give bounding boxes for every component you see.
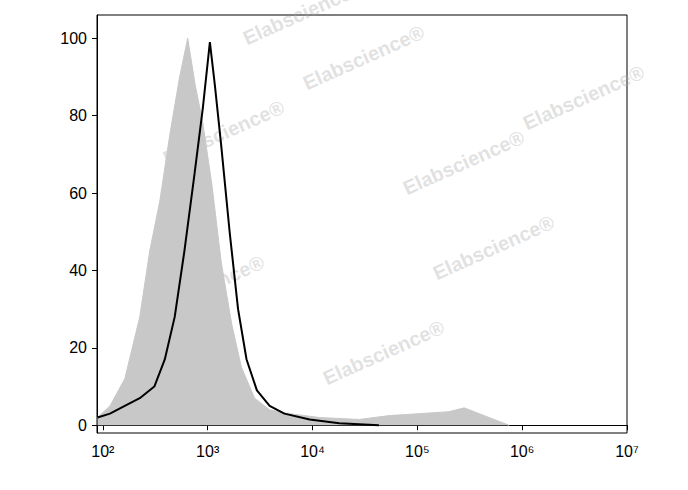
svg-text:Elabscience®: Elabscience® bbox=[520, 61, 648, 134]
svg-text:Elabscience®: Elabscience® bbox=[300, 21, 428, 94]
svg-text:Elabscience®: Elabscience® bbox=[159, 95, 288, 170]
svg-text:10⁵: 10⁵ bbox=[405, 443, 429, 460]
svg-text:20: 20 bbox=[69, 339, 87, 356]
svg-text:Elabscience®: Elabscience® bbox=[430, 211, 558, 284]
svg-text:10³: 10³ bbox=[196, 443, 220, 460]
svg-text:10⁴: 10⁴ bbox=[300, 443, 325, 460]
svg-text:10²: 10² bbox=[91, 443, 115, 460]
svg-text:0: 0 bbox=[78, 417, 87, 434]
svg-text:80: 80 bbox=[69, 107, 87, 124]
svg-text:Elabscience®: Elabscience® bbox=[240, 0, 368, 49]
svg-text:Elabscience®: Elabscience® bbox=[400, 126, 528, 199]
svg-text:40: 40 bbox=[69, 262, 87, 279]
svg-text:10⁷: 10⁷ bbox=[615, 443, 639, 460]
svg-text:60: 60 bbox=[69, 185, 87, 202]
svg-text:10⁶: 10⁶ bbox=[510, 443, 534, 460]
svg-text:100: 100 bbox=[60, 30, 87, 47]
svg-text:Elabscience®: Elabscience® bbox=[320, 316, 448, 389]
